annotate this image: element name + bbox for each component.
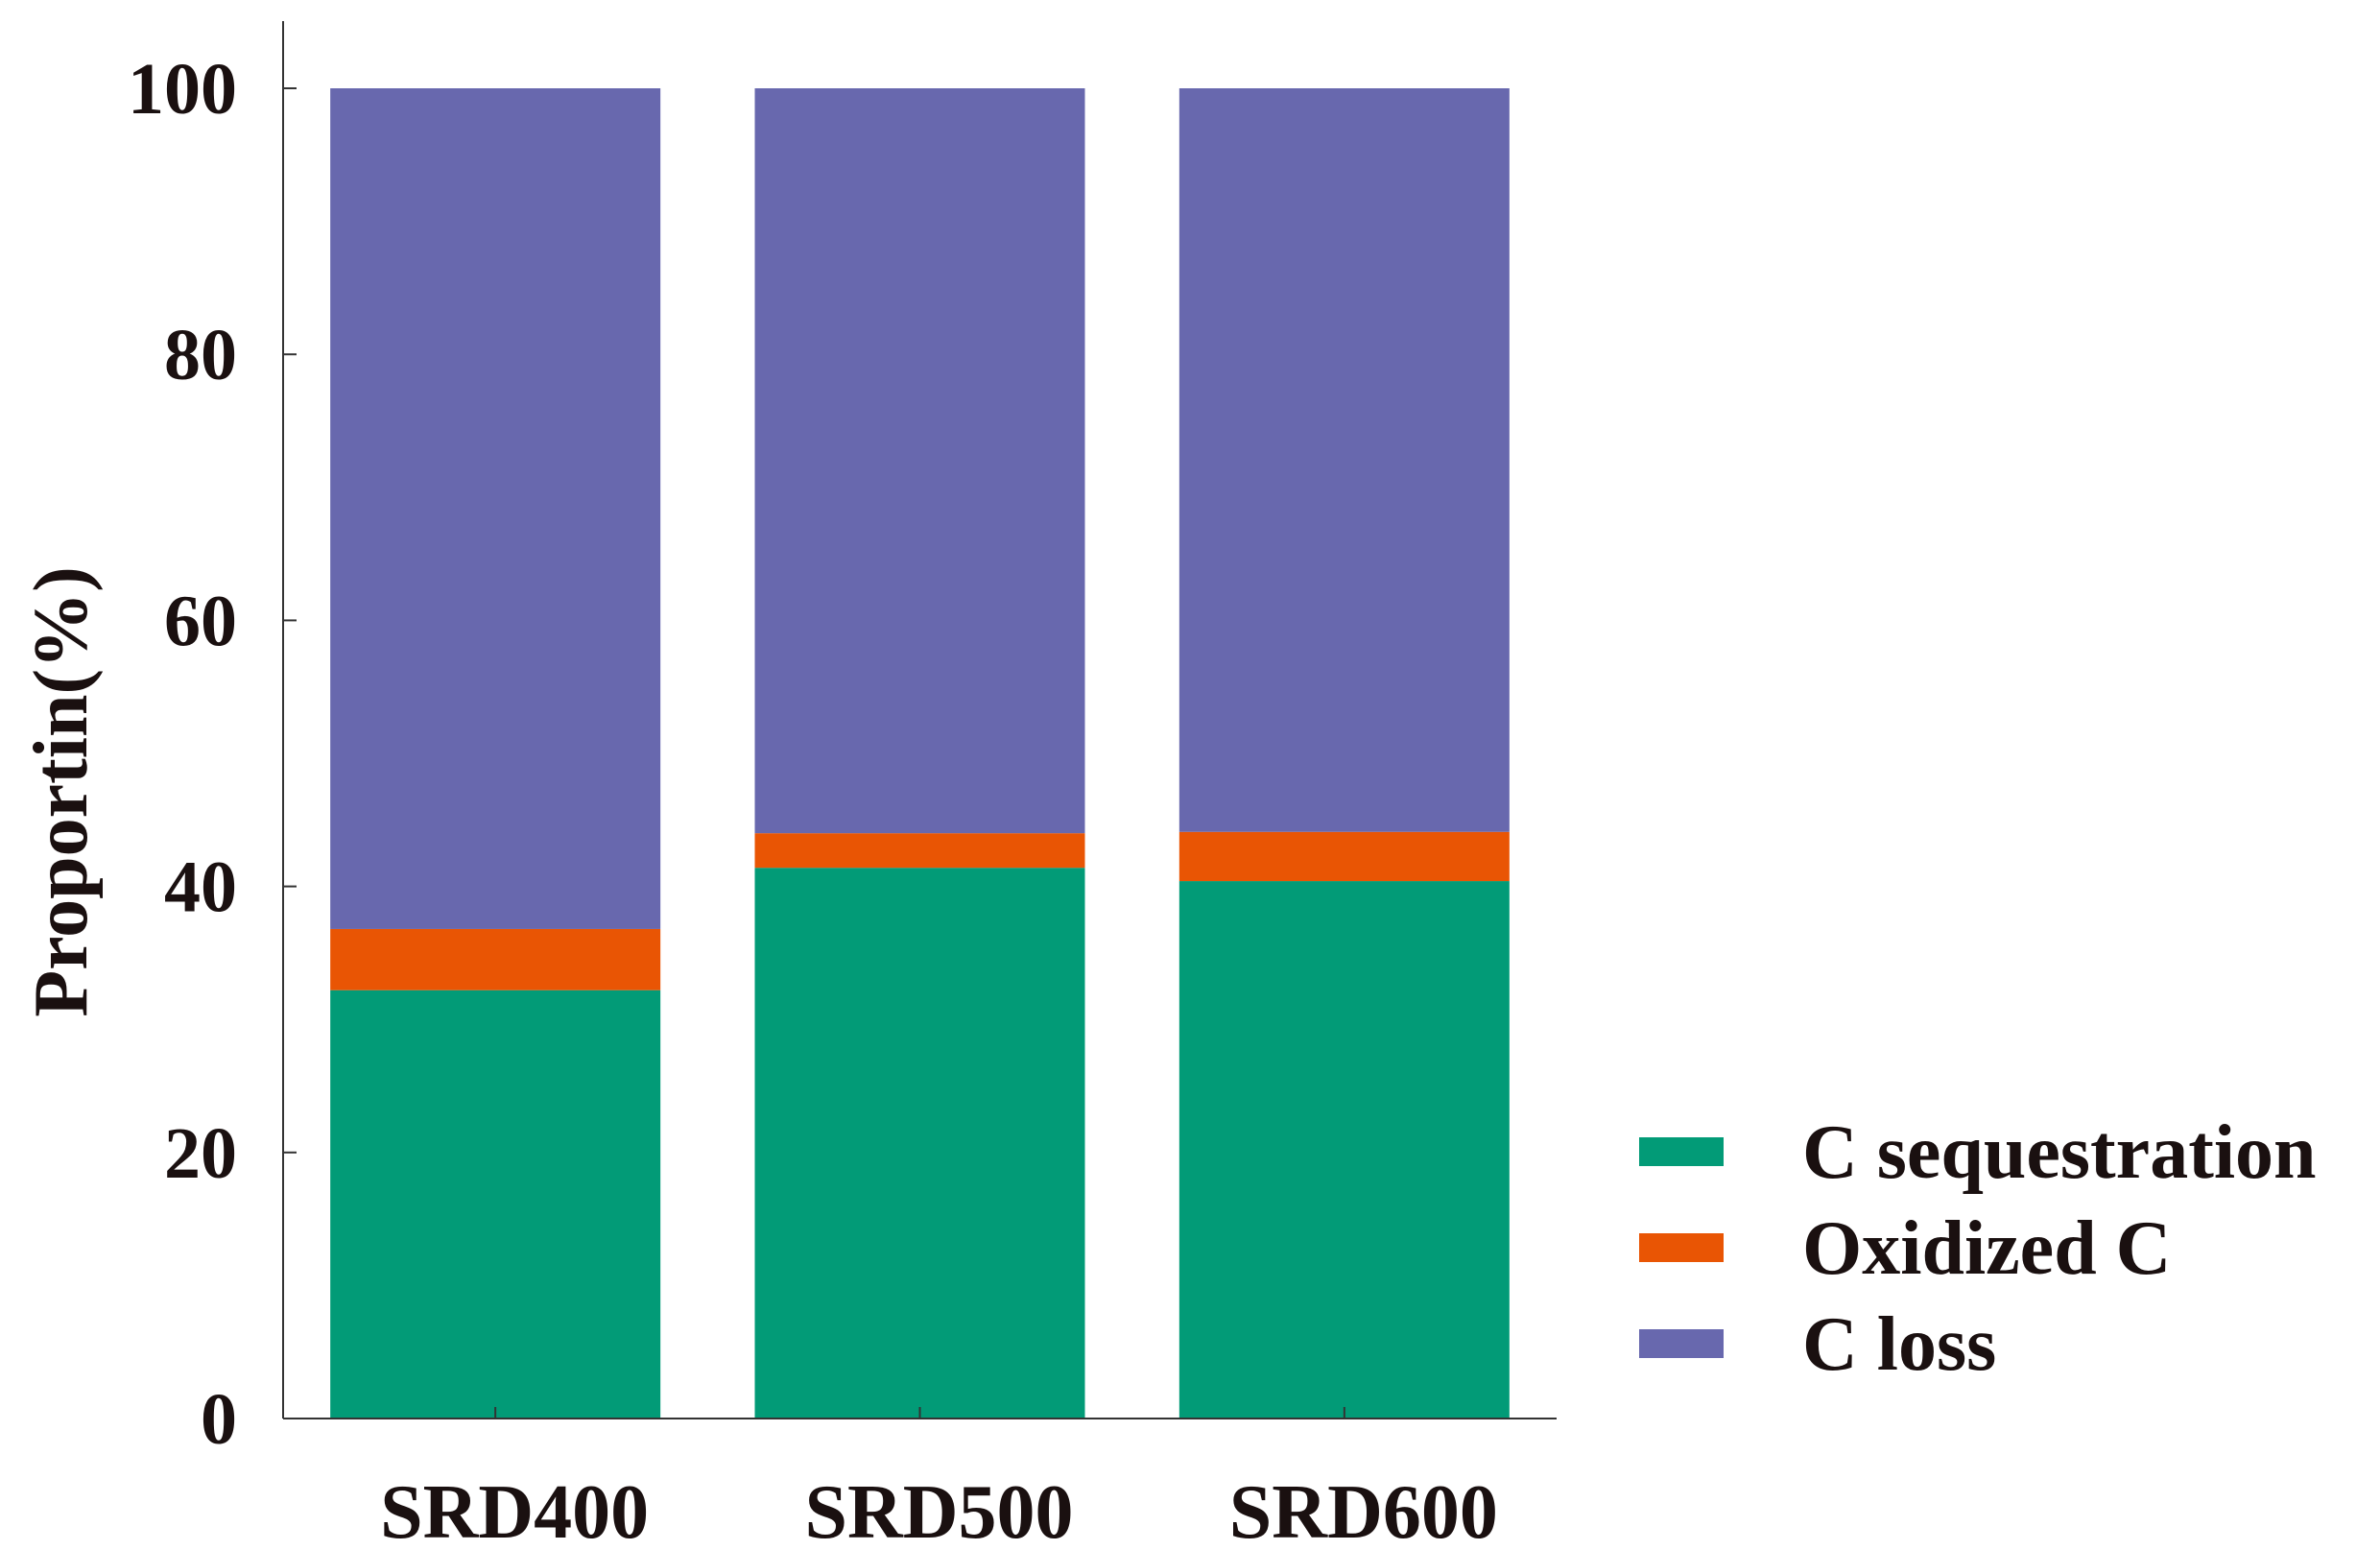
bar-segment-c-loss-srd600 — [1178, 88, 1510, 832]
y-tick-label: 100 — [128, 49, 237, 130]
legend-swatch — [1639, 1329, 1724, 1358]
x-category-label: SRD600 — [1229, 1470, 1498, 1550]
x-category-label: SRD500 — [804, 1470, 1073, 1550]
y-tick-label: 0 — [201, 1379, 237, 1460]
legend-label: Oxidized C — [1802, 1206, 2171, 1291]
bar-segment-oxidized-c-srd500 — [754, 833, 1085, 869]
bar-segment-oxidized-c-srd400 — [330, 928, 661, 990]
bar-segment-c-sequestration-srd500 — [754, 868, 1085, 1419]
y-ticks-group: 0 20 40 60 80 100 — [128, 49, 297, 1460]
y-axis-title: Proportin(%) — [19, 566, 104, 1017]
x-category-label: SRD400 — [380, 1470, 649, 1550]
legend-label: C loss — [1802, 1302, 1996, 1387]
bar-segment-c-loss-srd400 — [330, 88, 661, 929]
legend-label: C sequestration — [1802, 1110, 2317, 1195]
legend-swatch — [1639, 1233, 1724, 1262]
legend-swatch — [1639, 1137, 1724, 1166]
bar-segment-c-loss-srd500 — [754, 88, 1085, 834]
x-categories-group: SRD400 SRD500 SRD600 — [380, 1407, 1498, 1550]
bar-segment-oxidized-c-srd600 — [1178, 831, 1510, 882]
y-tick-label: 80 — [164, 315, 237, 395]
y-tick-label: 60 — [164, 581, 237, 661]
y-tick-label: 20 — [164, 1113, 237, 1194]
y-tick-label: 40 — [164, 847, 237, 928]
bars-group — [330, 88, 1510, 1419]
legend: C sequestration Oxidized C C loss — [1639, 1110, 2317, 1387]
bar-segment-c-sequestration-srd400 — [330, 990, 661, 1419]
bar-segment-c-sequestration-srd600 — [1178, 881, 1510, 1419]
